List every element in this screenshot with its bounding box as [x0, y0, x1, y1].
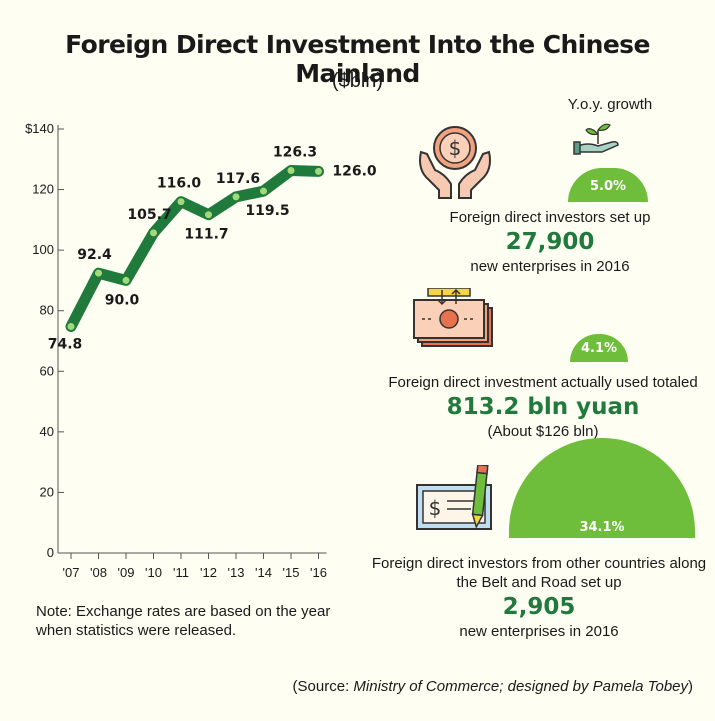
hands-coin-icon: $: [419, 126, 491, 199]
data-label: 126.3: [273, 144, 317, 160]
stat-investment: Foreign direct investment actually used …: [372, 373, 714, 441]
series-line: [65, 164, 324, 332]
series-fdi: [65, 164, 324, 332]
x-tick-label: '11: [173, 565, 189, 580]
source-suffix: ): [688, 678, 693, 695]
y-tick-label: 20: [40, 484, 54, 499]
data-labels: 74.8 92.4 90.0 105.7 116.0 111.7 117.6 119.5 126…: [48, 144, 377, 352]
source-text: Ministry of Commerce; designed by Pamela…: [353, 678, 688, 695]
y-axis: $140 120 100 80 60 40 20 0: [25, 121, 64, 560]
data-point: [122, 276, 130, 284]
data-label: 119.5: [245, 203, 289, 219]
stat-investment-line2: (About $126 bln): [487, 423, 599, 440]
data-point: [150, 229, 157, 237]
y-tick-label: 0: [47, 545, 54, 560]
y-tick-label: $140: [25, 121, 54, 136]
x-tick-label: '15: [283, 565, 300, 580]
y-tick-label: 60: [40, 363, 54, 378]
stat-belt-road-line2: new enterprises in 2016: [459, 623, 619, 640]
x-tick-label: '09: [118, 565, 135, 580]
svg-text:$: $: [429, 496, 442, 520]
x-tick-label: '16: [310, 565, 327, 580]
data-point: [287, 166, 295, 174]
data-point: [95, 269, 102, 277]
page-subtitle: ($bln): [331, 70, 384, 92]
y-tick-label: 100: [32, 242, 54, 257]
data-point: [177, 198, 185, 206]
data-label: 111.7: [184, 227, 228, 243]
yoy-growth-label: Y.o.y. growth: [567, 96, 653, 113]
page-title: Foreign Direct Investment Into the Chine…: [65, 30, 650, 88]
x-tick-label: '13: [228, 565, 245, 580]
stat-belt-road-value: 2,905: [502, 594, 576, 620]
stat-enterprises-line2: new enterprises in 2016: [470, 258, 630, 275]
data-label: 90.0: [105, 292, 140, 308]
data-point: [315, 167, 322, 175]
data-label: 92.4: [77, 247, 112, 263]
x-tick-label: '14: [255, 565, 272, 580]
stat-enterprises-value: 27,900: [505, 229, 595, 255]
data-point: [232, 193, 240, 201]
stat-belt-road-line1: Foreign direct investors from other coun…: [371, 555, 707, 591]
x-tick-label: '08: [90, 565, 107, 580]
x-tick-label: '07: [63, 565, 80, 580]
plant-hand-icon: [573, 123, 619, 155]
stat-enterprises-line1: Foreign direct investors set up: [449, 209, 651, 226]
data-point: [67, 322, 75, 330]
data-label: 126.0: [332, 163, 377, 179]
data-point: [260, 187, 267, 195]
y-tick-label: 80: [40, 303, 54, 318]
source-prefix: (Source:: [292, 678, 354, 695]
data-label: 74.8: [48, 336, 83, 352]
cash-stack-icon: [413, 288, 493, 347]
data-label: 117.6: [216, 171, 260, 187]
x-tick-label: '12: [200, 565, 217, 580]
y-tick-label: 120: [32, 182, 54, 197]
x-axis: '07 '08 '09 '10 '11 '12 '13 '14 '15 '16: [58, 552, 327, 580]
stat-belt-road: Foreign direct investors from other coun…: [368, 554, 710, 641]
data-label: 105.7: [127, 207, 171, 223]
data-label: 116.0: [157, 176, 202, 192]
stat-investment-value: 813.2 bln yuan: [446, 394, 640, 420]
x-tick-label: '10: [145, 565, 162, 580]
y-tick-label: 40: [40, 424, 54, 439]
data-point: [205, 211, 212, 219]
check-pen-icon: $: [416, 465, 492, 530]
stat-enterprises: Foreign direct investors set up 27,900 n…: [400, 208, 700, 276]
stat-investment-line1: Foreign direct investment actually used …: [388, 374, 698, 391]
source-credit: (Source: Ministry of Commerce; designed …: [293, 678, 693, 695]
exchange-rate-note: Note: Exchange rates are based on the ye…: [36, 603, 331, 639]
svg-text:$: $: [449, 136, 462, 160]
